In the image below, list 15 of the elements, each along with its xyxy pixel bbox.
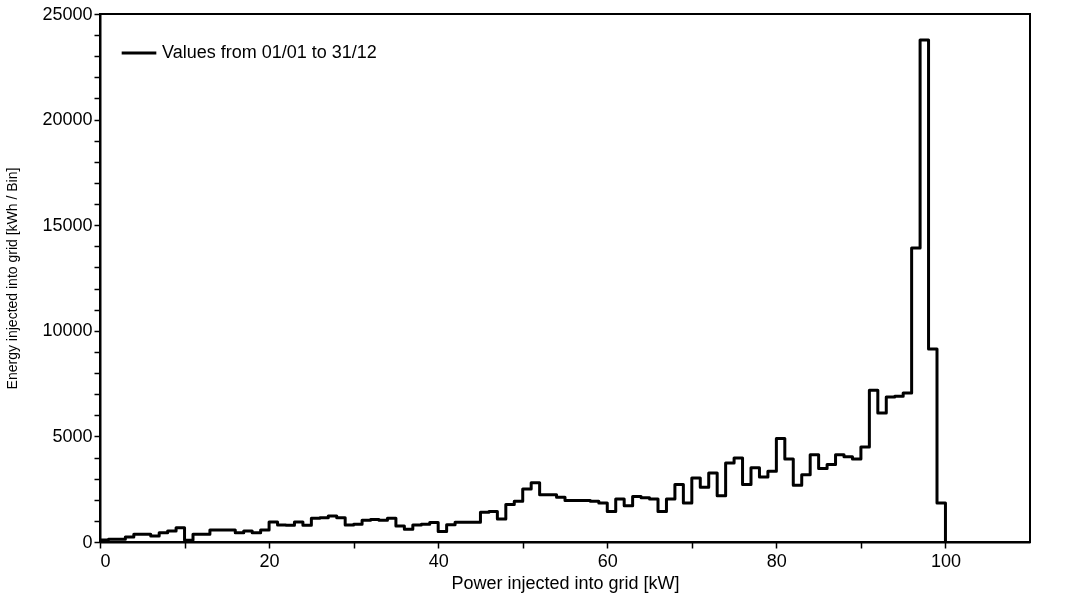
y-axis-title: Energy injected into grid [kWh / Bin]: [4, 167, 21, 390]
x-tick-label: 60: [597, 550, 618, 571]
x-tick-label: 80: [766, 550, 787, 571]
x-tick-label: 20: [259, 550, 280, 571]
x-tick-label: 100: [930, 550, 961, 571]
x-tick-label: 40: [428, 550, 449, 571]
y-tick-label: 25000: [42, 3, 93, 24]
x-tick-label: 0: [100, 550, 111, 571]
y-tick-label: 10000: [42, 320, 93, 341]
y-tick-label: 20000: [42, 109, 93, 130]
y-tick-label: 0: [82, 531, 93, 552]
y-tick-label: 5000: [52, 425, 93, 446]
y-tick-label: 15000: [42, 214, 93, 235]
legend-label: Values from 01/01 to 31/12: [162, 42, 377, 62]
x-axis-title: Power injected into grid [kW]: [451, 572, 680, 593]
